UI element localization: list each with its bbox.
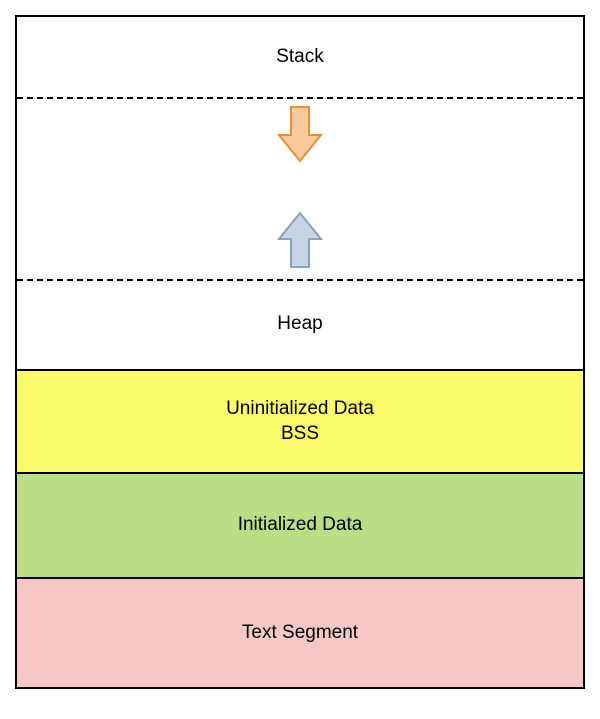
bss-label-line1: Uninitialized Data xyxy=(226,397,374,422)
stack-label: Stack xyxy=(276,45,324,70)
memory-layout-diagram: Stack Heap Uninitialized Data BSS Initia… xyxy=(15,15,585,689)
arrow-down-icon xyxy=(277,105,323,163)
initialized-data-segment: Initialized Data xyxy=(17,474,583,579)
text-segment-label: Text Segment xyxy=(242,621,358,646)
arrow-down-path xyxy=(279,107,321,161)
bss-segment: Uninitialized Data BSS xyxy=(17,369,583,474)
bss-label-line2: BSS xyxy=(281,422,319,447)
stack-segment: Stack xyxy=(17,17,583,97)
heap-grows-up-arrow xyxy=(277,211,323,274)
heap-segment: Heap xyxy=(17,279,583,369)
arrow-up-icon xyxy=(277,211,323,269)
initialized-data-label: Initialized Data xyxy=(238,513,363,538)
stack-grows-down-arrow xyxy=(277,105,323,168)
dashed-divider-top xyxy=(17,97,583,99)
heap-label: Heap xyxy=(277,312,322,337)
arrow-up-path xyxy=(279,213,321,267)
text-segment: Text Segment xyxy=(17,579,583,687)
